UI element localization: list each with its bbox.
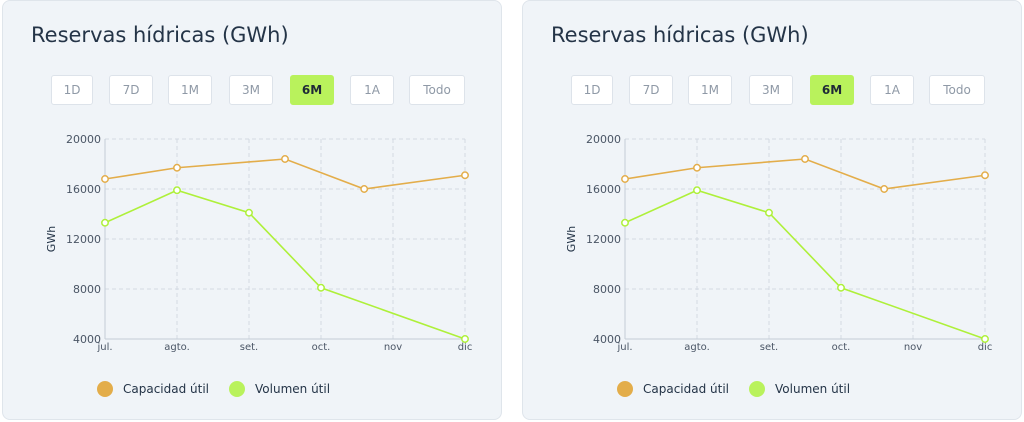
series-line-capacidad (624, 158, 986, 190)
data-point-capacidad (360, 185, 369, 193)
legend-swatch-capacidad (97, 381, 113, 397)
card-title: Reservas hídricas (GWh) (551, 23, 809, 47)
legend-item-capacidad[interactable]: Capacidad útil (617, 381, 729, 397)
range-button-1m[interactable]: 1M (168, 75, 212, 105)
data-point-volumen (173, 186, 181, 195)
x-tick-label: dic (458, 342, 473, 353)
data-point-capacidad (101, 175, 109, 183)
data-point-volumen (317, 283, 325, 292)
range-button-1a[interactable]: 1A (350, 75, 394, 105)
data-point-volumen (693, 186, 701, 195)
x-tick-label: set. (240, 342, 258, 353)
chart-legend: Capacidad útil Volumen útil (617, 381, 870, 397)
y-tick-label: 8000 (73, 283, 101, 296)
x-tick-label: nov (904, 342, 922, 353)
legend-swatch-volumen (749, 381, 766, 397)
y-tick-label: 20000 (586, 133, 621, 146)
y-tick-label: 12000 (586, 233, 621, 246)
data-point-volumen (981, 335, 989, 343)
data-point-volumen (461, 335, 469, 343)
card-title: Reservas hídricas (GWh) (31, 23, 289, 47)
data-point-capacidad (880, 185, 889, 193)
range-button-7d[interactable]: 7D (109, 75, 153, 105)
y-tick-label: 16000 (66, 183, 101, 196)
data-point-volumen (621, 218, 629, 227)
data-point-capacidad (621, 175, 629, 183)
legend-label-capacidad: Capacidad útil (643, 382, 730, 396)
legend-label-volumen: Volumen útil (255, 382, 331, 396)
reservas-card-right: Reservas hídricas (GWh) 1D 7D 1M 3M 6M 1… (522, 0, 1022, 420)
y-tick-label: 4000 (593, 333, 621, 346)
range-button-todo[interactable]: Todo (929, 75, 985, 105)
y-axis-title: GWh (565, 226, 578, 252)
x-tick-label: oct. (832, 342, 851, 353)
data-point-volumen (765, 208, 773, 217)
legend-item-capacidad[interactable]: Capacidad útil (97, 381, 209, 397)
data-point-capacidad (461, 171, 469, 180)
legend-label-capacidad: Capacidad útil (123, 382, 210, 396)
x-tick-label: set. (760, 342, 778, 353)
data-point-capacidad (173, 163, 181, 172)
reservas-line-chart: 4000 8000 12000 16000 20000 jul. agto. set. oct.… (45, 133, 473, 353)
series-line-capacidad (104, 158, 466, 190)
data-point-capacidad (981, 171, 989, 180)
range-button-3m[interactable]: 3M (229, 75, 273, 105)
y-axis-title: GWh (45, 226, 58, 252)
legend-label-volumen: Volumen útil (775, 382, 851, 396)
range-button-7d[interactable]: 7D (629, 75, 673, 105)
reservas-card-left: Reservas hídricas (GWh) 1D 7D 1M 3M 6M 1… (2, 0, 502, 420)
legend-item-volumen[interactable]: Volumen útil (229, 381, 330, 397)
reservas-line-chart: 4000 8000 12000 16000 20000 jul. agto. set. oct.… (565, 133, 993, 353)
x-tick-label: agto. (164, 342, 190, 353)
x-tick-label: dic (978, 342, 993, 353)
data-point-volumen (101, 218, 109, 227)
data-point-capacidad (693, 163, 701, 172)
data-point-capacidad (281, 155, 289, 163)
range-button-3m[interactable]: 3M (749, 75, 793, 105)
y-tick-label: 20000 (66, 133, 101, 146)
x-tick-label: jul. (96, 342, 112, 353)
range-button-1d[interactable]: 1D (571, 75, 613, 105)
legend-item-volumen[interactable]: Volumen útil (749, 381, 850, 397)
x-tick-label: agto. (684, 342, 710, 353)
y-tick-label: 4000 (73, 333, 101, 346)
x-tick-label: oct. (312, 342, 331, 353)
range-button-1a[interactable]: 1A (870, 75, 914, 105)
x-tick-label: jul. (616, 342, 632, 353)
range-button-1m[interactable]: 1M (688, 75, 732, 105)
range-button-6m[interactable]: 6M (290, 75, 334, 105)
series-line-volumen (104, 189, 466, 340)
data-point-volumen (245, 208, 253, 217)
y-tick-label: 16000 (586, 183, 621, 196)
data-point-volumen (837, 283, 845, 292)
legend-swatch-capacidad (617, 381, 633, 397)
data-point-capacidad (801, 155, 809, 163)
y-tick-label: 8000 (593, 283, 621, 296)
y-tick-label: 12000 (66, 233, 101, 246)
range-button-6m[interactable]: 6M (810, 75, 854, 105)
chart-legend: Capacidad útil Volumen útil (97, 381, 350, 397)
range-button-1d[interactable]: 1D (51, 75, 93, 105)
range-button-todo[interactable]: Todo (409, 75, 465, 105)
x-tick-label: nov (384, 342, 402, 353)
legend-swatch-volumen (229, 381, 246, 397)
series-line-volumen (624, 189, 986, 340)
